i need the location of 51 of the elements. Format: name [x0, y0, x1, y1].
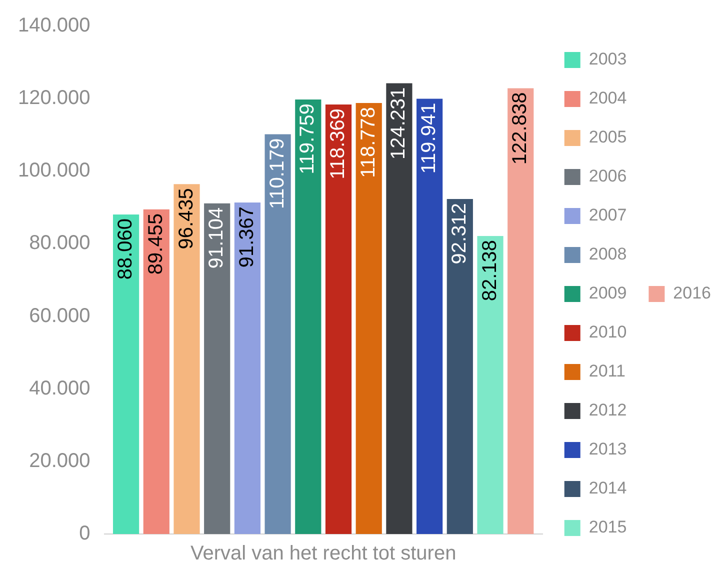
x-tick-label: Verval van het recht tot sturen [190, 542, 456, 565]
y-tick-label: 120.000 [18, 87, 90, 110]
data-label: 89.455 [144, 213, 167, 275]
data-label: 96.435 [175, 188, 198, 250]
bar [477, 236, 504, 534]
y-tick-label: 100.000 [18, 160, 90, 182]
bar [112, 214, 140, 534]
data-label: 118.369 [327, 108, 350, 180]
data-label: 110.179 [266, 138, 288, 210]
bar [325, 104, 352, 534]
bar [295, 99, 322, 534]
legend-label: 2003 [588, 50, 627, 69]
bar [264, 134, 291, 534]
bar [234, 202, 260, 534]
legend-label: 2006 [588, 166, 627, 186]
data-label: 91.104 [206, 207, 228, 269]
bar [143, 209, 170, 534]
y-tick-label: 20.000 [29, 450, 90, 472]
legend-label: 2013 [588, 440, 627, 459]
legend-label: 2010 [588, 322, 627, 342]
bar [386, 83, 412, 534]
bar [416, 98, 443, 534]
legend-label: 2016 [673, 284, 712, 303]
legend-label: 2014 [588, 478, 627, 498]
data-label: 88.060 [114, 218, 137, 280]
bar [508, 88, 534, 534]
y-tick-label: 80.000 [29, 232, 90, 254]
legend-label: 2011 [588, 362, 626, 381]
legend-label: 2009 [588, 284, 627, 303]
legend-label: 2012 [588, 400, 627, 420]
y-tick-label: 140.000 [18, 14, 90, 37]
data-label: 119.759 [296, 103, 319, 174]
legend-label: 2005 [588, 128, 627, 147]
data-label: 82.138 [478, 240, 501, 302]
bar [204, 203, 230, 534]
data-label: 122.838 [509, 92, 532, 165]
data-label: 124.231 [388, 87, 410, 160]
y-tick-label: 60.000 [29, 304, 90, 327]
data-label: 92.312 [448, 203, 470, 264]
legend-label: 2008 [588, 244, 627, 264]
legend-label: 2007 [588, 206, 627, 225]
y-tick-label: 40.000 [29, 377, 90, 400]
bar [446, 199, 473, 534]
data-label: 91.367 [236, 206, 258, 268]
legend-label: 2015 [588, 518, 627, 537]
legend-label: 2004 [588, 88, 627, 108]
bar [174, 184, 200, 534]
data-label: 118.778 [357, 107, 380, 178]
y-tick-label: 0 [79, 522, 90, 545]
bar [356, 103, 382, 534]
data-label: 119.941 [418, 102, 440, 174]
